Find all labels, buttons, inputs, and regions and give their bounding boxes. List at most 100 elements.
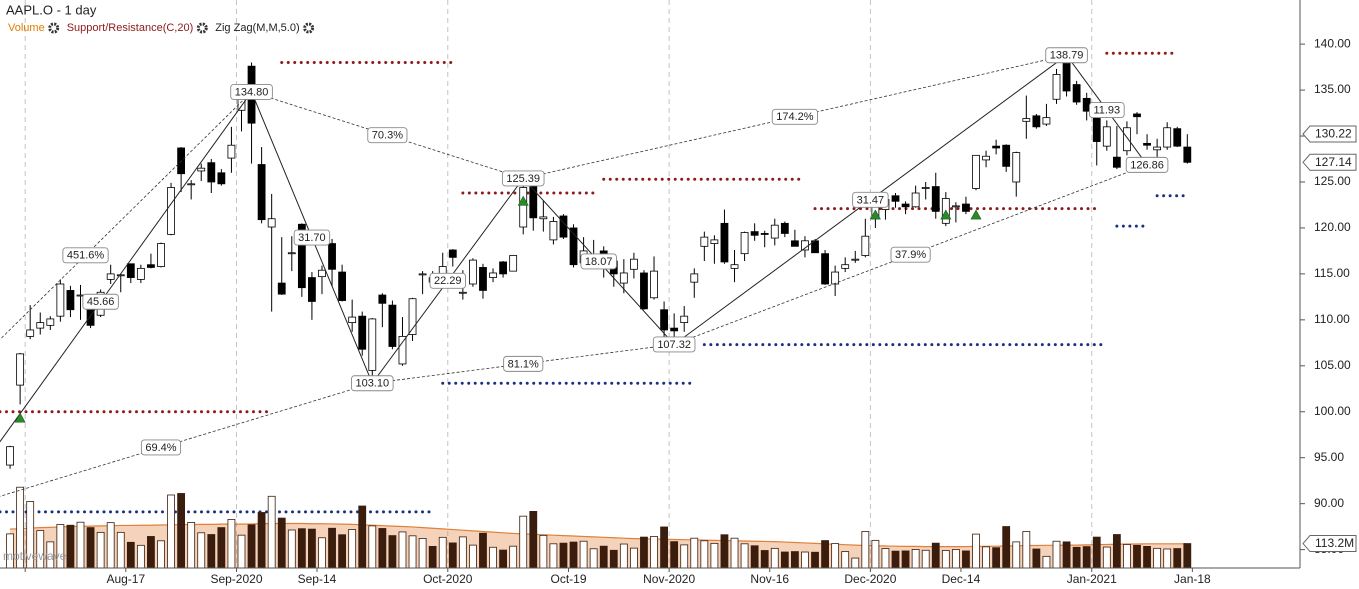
volume-bar (861, 531, 870, 568)
candle-body (418, 273, 427, 276)
signal-marker (14, 412, 26, 423)
candle-body (831, 271, 840, 285)
candle-body (469, 259, 477, 285)
signal-marker (869, 209, 881, 220)
volume-bar (811, 551, 819, 568)
x-tick-label: Aug-17 (106, 572, 145, 586)
gear-hub (200, 26, 204, 30)
volume-bar (1032, 548, 1041, 568)
volume-bar (66, 524, 75, 568)
volume-bar (931, 542, 940, 568)
volume-bar (559, 542, 568, 568)
tag-box (1302, 153, 1357, 171)
volume-bar (237, 534, 246, 568)
x-tick-label: Jan-2021 (1067, 572, 1117, 586)
volume-bar (368, 525, 377, 568)
volume-bar (318, 537, 326, 568)
candle-body (489, 272, 497, 278)
gear-ring (303, 22, 315, 34)
pivot-label: 125.39 (501, 170, 545, 187)
label-box (351, 375, 394, 392)
volume-bar (1062, 541, 1071, 568)
candle-body (569, 227, 578, 266)
label-text: 22.29 (434, 275, 462, 287)
volume-bar (619, 543, 628, 568)
candle-body (730, 264, 739, 269)
volume-bar (348, 529, 357, 568)
volume-bar (801, 551, 809, 568)
settings-gear[interactable] (303, 22, 315, 34)
gear-hub (52, 26, 56, 30)
volume-bar (851, 557, 860, 568)
candle-body (368, 318, 377, 371)
volume-bar (167, 494, 175, 568)
volume-bar (408, 535, 417, 568)
volume-bar (76, 521, 85, 568)
volume-bar (1012, 541, 1021, 568)
volume-bar (660, 526, 668, 568)
candle-body (126, 263, 135, 278)
volume-bar (650, 536, 658, 568)
volume-bar (921, 549, 930, 568)
x-tick-label: Sep-14 (298, 572, 337, 586)
label-text: 138.79 (1050, 50, 1084, 62)
candle-body (348, 316, 357, 324)
volume-bar (398, 531, 407, 568)
volume-bar (992, 547, 1001, 568)
y-tick-label: 125.00 (1314, 174, 1351, 188)
chart-title: AAPL.O - 1 day (6, 2, 97, 17)
y-tick-label: 135.00 (1314, 82, 1351, 96)
volume-bar (418, 538, 427, 568)
volume-bar (1173, 548, 1182, 568)
candle-body (1032, 115, 1041, 128)
x-tick-label: Nov-16 (750, 572, 789, 586)
label-box (140, 439, 182, 456)
volume-bar (951, 549, 960, 568)
legend-entry: Support/Resistance(C,20) (67, 22, 194, 34)
candle-body (297, 223, 306, 289)
volume-bar (328, 527, 336, 568)
label-text: 18.07 (585, 256, 613, 268)
ratio-label: 69.4% (140, 439, 182, 456)
swing-label: 31.70 (293, 229, 331, 246)
volume-bar (1052, 540, 1061, 568)
candle-body (378, 294, 387, 304)
volume-bar (720, 534, 729, 568)
candle-body (167, 187, 175, 235)
label-box (580, 253, 617, 270)
candle-body (1183, 146, 1192, 163)
volume-bar (297, 528, 306, 568)
signal-marker (940, 209, 952, 220)
x-tick-label: Jan-18 (1174, 572, 1211, 586)
volume-bar (881, 548, 890, 568)
volume-bar (1163, 548, 1172, 568)
candle-body (227, 144, 236, 159)
x-tick-label: Dec-14 (942, 572, 981, 586)
candle-body (750, 231, 759, 236)
volume-bar (378, 528, 387, 568)
volume-bar (277, 517, 286, 568)
label-text: 69.4% (145, 442, 176, 454)
y-tick-label: 100.00 (1314, 404, 1351, 418)
candle-body (277, 282, 286, 295)
candle-body (328, 243, 336, 270)
settings-gear[interactable] (48, 22, 60, 34)
candle-body (318, 269, 326, 278)
label-text: 125.39 (506, 173, 540, 185)
volume-bar (499, 549, 507, 568)
tag-text: 130.22 (1315, 127, 1352, 141)
settings-gear[interactable] (196, 22, 208, 34)
candle-body (308, 277, 316, 302)
candle-body (1042, 117, 1051, 125)
candle-body (519, 187, 528, 228)
label-box (503, 355, 544, 372)
price-tag: 130.22 (1302, 125, 1357, 143)
candle-body (720, 222, 729, 263)
volume-bar (207, 534, 216, 568)
candle-body (962, 203, 970, 212)
label-text: 81.1% (508, 358, 539, 370)
candle-body (861, 235, 870, 256)
